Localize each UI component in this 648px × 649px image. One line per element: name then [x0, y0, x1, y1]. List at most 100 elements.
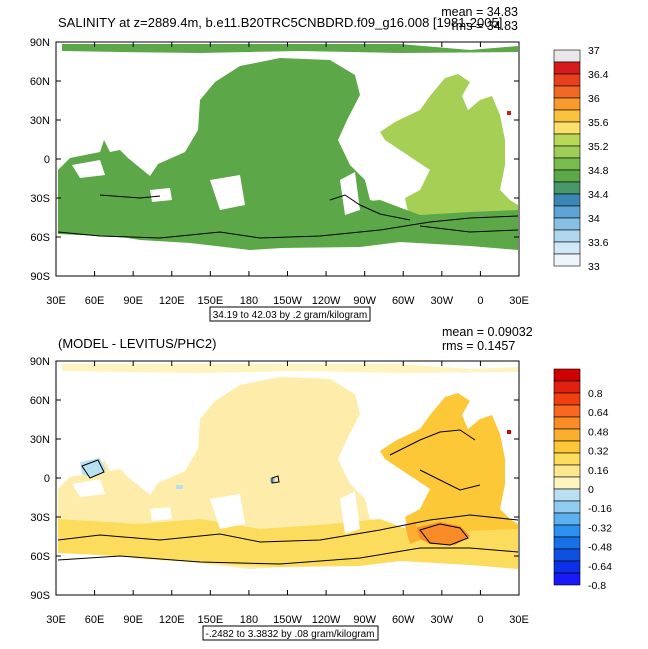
colorbar-box [553, 217, 581, 231]
colorbar-box [553, 524, 581, 538]
colorbar-box [553, 560, 581, 574]
region-arctic [62, 44, 518, 53]
colorbar-label: -0.32 [588, 522, 612, 534]
panel1-contour-info-box [209, 306, 371, 322]
colorbar-box [553, 380, 581, 394]
panel2-contours [57, 429, 519, 565]
region-atlantic [380, 74, 518, 222]
colorbar-label: -0.8 [588, 580, 606, 592]
panel1-contour-info: 34.19 to 42.03 by .2 gram/kilogram [213, 310, 368, 321]
colorbar-box [553, 500, 581, 514]
colorbar-box [553, 97, 581, 111]
colorbar-label: -0.48 [588, 542, 612, 554]
region-indo-pacific [58, 58, 410, 250]
colorbar-label: 34.4 [588, 189, 609, 201]
x-tick-label: 180 [240, 614, 258, 626]
y-tick-label: 30N [30, 434, 50, 446]
panel2-map [57, 364, 519, 569]
y-tick-label: 30S [30, 193, 50, 205]
land-mask [72, 160, 420, 215]
colorbar-label: 34 [588, 213, 600, 225]
x-tick-label: 120E [159, 295, 185, 307]
x-tick-label: 120W [312, 614, 341, 626]
x-tick-label: 120E [159, 614, 185, 626]
diff-neg-spot-1 [176, 485, 183, 489]
colorbar-box [553, 205, 581, 219]
colorbar-box [553, 416, 581, 430]
panel-salinity: SALINITY at z=2889.4m, b.e11.B20TRC5CNBD… [30, 5, 609, 322]
region-med-outflow [507, 111, 511, 115]
colorbar-box [553, 428, 581, 442]
y-tick-label: 30N [30, 115, 50, 127]
colorbar-label: 35.2 [588, 141, 609, 153]
x-tick-label: 60E [85, 295, 105, 307]
x-tick-label: 90E [123, 295, 143, 307]
colorbar-label: 36 [588, 93, 600, 105]
colorbar-box [553, 61, 581, 75]
colorbar-label: 0.8 [588, 388, 603, 400]
x-tick-label: 30E [46, 295, 66, 307]
colorbar-box [553, 121, 581, 135]
colorbar-box [553, 572, 581, 586]
panel2-colorbar: 0.8 0.64 0.48 0.32 0.16 0 -0.16 -0.32 -0.48 -0.64… [553, 368, 612, 592]
colorbar-box [553, 229, 581, 243]
y-tick-label: 90S [30, 590, 50, 602]
colorbar-box [553, 512, 581, 526]
x-tick-label: 150E [197, 614, 223, 626]
x-tick-label: 30W [431, 614, 454, 626]
panel2-mean: mean = 0.09032 [442, 325, 533, 339]
diff-southern-ocean [58, 519, 518, 569]
colorbar-box [553, 157, 581, 171]
colorbar-label: 33.6 [588, 237, 609, 249]
region-southern-ocean [58, 200, 518, 250]
x-tick-label: 90W [353, 614, 376, 626]
colorbar-box [553, 392, 581, 406]
panel1-colorbar: 37 36.4 36 35.6 35.2 34.8 34.4 34 33.6 33 [553, 45, 609, 273]
panel1-x-axis: 30E 60E 90E 120E 150E 180 150W 120W 90W 60W 30W 0 30… [46, 42, 529, 307]
diff-land-mask [72, 479, 420, 534]
y-tick-label: 90N [30, 37, 50, 49]
colorbar-box [553, 368, 581, 382]
colorbar-box [553, 452, 581, 466]
panel2-contour-info: -.2482 to 3.3832 by .08 gram/kilogram [206, 629, 375, 640]
diff-pos-spot [507, 430, 511, 434]
x-tick-label: 30W [431, 295, 454, 307]
y-tick-label: 90S [30, 271, 50, 283]
panel1-rms: rms = 34.83 [452, 19, 518, 33]
x-tick-label: 90E [123, 614, 143, 626]
diff-arctic [62, 364, 518, 373]
colorbar-box [553, 193, 581, 207]
colorbar-label: -0.64 [588, 561, 612, 573]
colorbar-box [553, 109, 581, 123]
panel2-rms: rms = 0.1457 [442, 339, 515, 353]
panel1-mean: mean = 34.83 [441, 5, 518, 19]
y-tick-label: 0 [44, 473, 50, 485]
y-tick-label: 60N [30, 76, 50, 88]
x-tick-label: 120W [312, 295, 341, 307]
y-tick-label: 0 [44, 154, 50, 166]
colorbar-box [553, 404, 581, 418]
x-tick-label: 150E [197, 295, 223, 307]
y-tick-label: 30S [30, 512, 50, 524]
panel2-contour-info-box [202, 625, 379, 641]
x-tick-label: 30E [509, 614, 529, 626]
colorbar-label: 35.6 [588, 117, 609, 129]
panel1-y-axis: 90N 60N 30N 0 30S 60S 90S [30, 37, 519, 283]
colorbar-box [553, 440, 581, 454]
x-tick-label: 60E [85, 614, 105, 626]
panel2-x-axis: 30E 60E 90E 120E 150E 180 150W 120W 90W 60W 30W 0 30… [46, 361, 529, 626]
panel1-title: SALINITY at z=2889.4m, b.e11.B20TRC5CNBD… [58, 15, 502, 30]
x-tick-label: 60W [392, 295, 415, 307]
x-tick-label: 0 [477, 614, 483, 626]
x-tick-label: 90W [353, 295, 376, 307]
colorbar-box [553, 85, 581, 99]
panel2-title: (MODEL - LEVITUS/PHC2) [58, 336, 216, 351]
colorbar-box [553, 73, 581, 87]
colorbar-box [553, 464, 581, 478]
x-tick-label: 150W [273, 614, 302, 626]
colorbar-label: -0.16 [588, 503, 612, 515]
diff-south-atlantic-core [405, 521, 420, 544]
colorbar-label: 36.4 [588, 69, 609, 81]
y-tick-label: 60N [30, 395, 50, 407]
colorbar-box [553, 241, 581, 255]
